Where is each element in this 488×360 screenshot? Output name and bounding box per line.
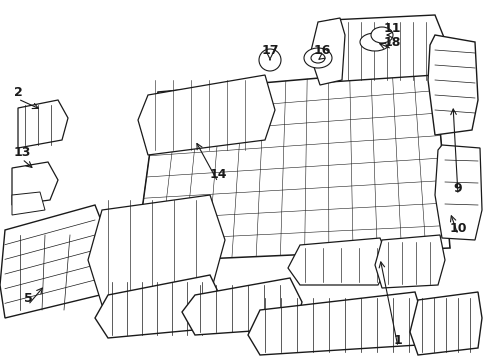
- Polygon shape: [427, 35, 477, 135]
- Text: 9: 9: [453, 181, 461, 194]
- Polygon shape: [138, 75, 274, 155]
- Polygon shape: [12, 192, 45, 215]
- Polygon shape: [135, 68, 449, 262]
- Text: 1: 1: [393, 333, 402, 346]
- Polygon shape: [409, 292, 481, 355]
- Text: 5: 5: [23, 292, 32, 305]
- Polygon shape: [88, 195, 224, 305]
- Polygon shape: [309, 18, 345, 85]
- Polygon shape: [12, 162, 58, 205]
- Ellipse shape: [304, 48, 331, 68]
- Text: 17: 17: [261, 44, 278, 57]
- Ellipse shape: [359, 33, 389, 51]
- Ellipse shape: [370, 27, 392, 43]
- Text: 16: 16: [313, 44, 330, 57]
- Text: 2: 2: [14, 85, 22, 99]
- Text: 10: 10: [448, 221, 466, 234]
- Polygon shape: [182, 278, 302, 335]
- Polygon shape: [287, 238, 389, 285]
- Polygon shape: [18, 100, 68, 148]
- Polygon shape: [0, 205, 108, 318]
- Polygon shape: [95, 275, 222, 338]
- Polygon shape: [247, 292, 421, 355]
- Polygon shape: [319, 15, 444, 82]
- Text: 13: 13: [13, 145, 31, 158]
- Text: 11: 11: [383, 22, 400, 35]
- Polygon shape: [434, 145, 481, 240]
- Ellipse shape: [259, 49, 281, 71]
- Text: 18: 18: [383, 36, 400, 49]
- Polygon shape: [374, 235, 444, 288]
- Text: 14: 14: [209, 168, 226, 181]
- Ellipse shape: [310, 53, 325, 63]
